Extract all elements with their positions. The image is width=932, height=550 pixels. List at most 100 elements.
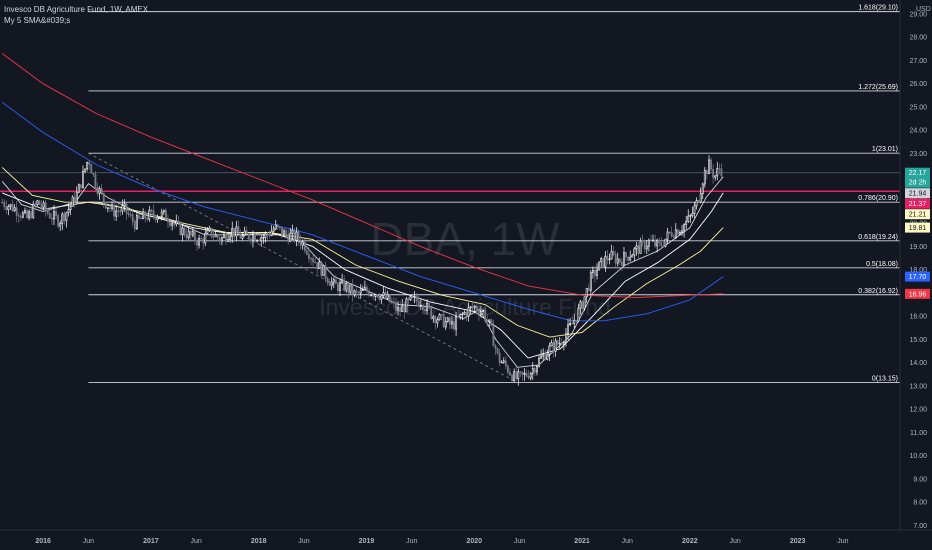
candle-body bbox=[235, 226, 238, 237]
time-axis[interactable]: 2016 Jun 2017 Jun 2018 Jun 2019 Jun 2020 Jun 2021 J… bbox=[35, 538, 848, 545]
candlesticks bbox=[1, 155, 723, 386]
symbol-title[interactable]: Invesco DB Agriculture Fund, 1W, AMEX bbox=[4, 5, 149, 14]
candle-body bbox=[297, 231, 300, 241]
time-tick-label: 2023 bbox=[790, 538, 806, 545]
candle-body bbox=[683, 224, 686, 232]
price-badge-text: 21.94 bbox=[909, 191, 927, 198]
candle-body bbox=[15, 207, 18, 216]
candle-body bbox=[138, 215, 140, 219]
candle-body bbox=[162, 210, 165, 213]
candle-body bbox=[370, 294, 373, 296]
candle-body bbox=[571, 322, 574, 325]
horizontal-lines[interactable] bbox=[0, 172, 900, 193]
candle-body bbox=[556, 340, 559, 345]
candle-body bbox=[525, 372, 528, 377]
candle-body bbox=[710, 159, 712, 170]
candle-body bbox=[645, 245, 648, 250]
time-tick-label: 2017 bbox=[143, 538, 159, 545]
candle-body bbox=[171, 223, 174, 226]
candle-body bbox=[57, 215, 60, 227]
candle-body bbox=[301, 241, 304, 246]
candle-body bbox=[608, 258, 611, 261]
candle-body bbox=[167, 219, 169, 223]
candle-body bbox=[158, 216, 161, 218]
candle-body bbox=[42, 202, 45, 208]
currency-label: USD bbox=[916, 6, 931, 13]
candle-body bbox=[67, 209, 70, 213]
price-badge-text: 22.17 bbox=[909, 170, 927, 177]
candle-body bbox=[347, 282, 350, 293]
candle-body bbox=[328, 282, 331, 286]
candle-body bbox=[98, 188, 101, 194]
candle-body bbox=[625, 252, 627, 258]
candle-body bbox=[75, 192, 78, 204]
candle-body bbox=[278, 226, 281, 229]
candle-body bbox=[175, 220, 178, 225]
candle-body bbox=[223, 234, 225, 239]
candle-body bbox=[359, 289, 362, 294]
candle-body bbox=[127, 213, 130, 215]
candle-body bbox=[69, 206, 72, 210]
candle-body bbox=[121, 205, 124, 212]
candle-body bbox=[266, 233, 269, 235]
candle-body bbox=[643, 240, 646, 250]
candle-body bbox=[531, 368, 534, 374]
candle-body bbox=[637, 245, 640, 254]
time-tick-label: Jun bbox=[514, 538, 525, 545]
candle-body bbox=[693, 205, 696, 214]
candle-body bbox=[50, 217, 53, 220]
candle-body bbox=[718, 168, 721, 170]
candle-body bbox=[515, 371, 518, 380]
candle-body bbox=[152, 210, 155, 216]
candle-body bbox=[3, 202, 6, 207]
price-badge-text: 16.96 bbox=[909, 291, 927, 298]
candle-body bbox=[708, 159, 710, 175]
candle-body bbox=[705, 170, 708, 175]
candle-body bbox=[84, 168, 86, 172]
candle-body bbox=[461, 313, 464, 316]
candle-body bbox=[716, 168, 719, 177]
candle-body bbox=[7, 206, 10, 210]
price-tick-label: 24.00 bbox=[909, 128, 927, 135]
candle-body bbox=[616, 258, 619, 264]
candle-body bbox=[417, 300, 420, 306]
price-tick-label: 27.00 bbox=[909, 58, 927, 65]
candle-body bbox=[378, 296, 381, 300]
candle-body bbox=[191, 231, 194, 236]
candle-body bbox=[372, 294, 375, 297]
candle-body bbox=[633, 248, 636, 256]
candle-body bbox=[475, 305, 478, 312]
candle-body bbox=[160, 211, 163, 218]
candle-body bbox=[676, 229, 679, 235]
fibonacci-retracement[interactable] bbox=[88, 11, 900, 383]
candle-body bbox=[610, 251, 613, 260]
candle-body bbox=[291, 229, 294, 234]
candle-body bbox=[21, 212, 24, 218]
candle-body bbox=[550, 342, 553, 347]
candle-body bbox=[639, 240, 642, 254]
candle-body bbox=[591, 269, 594, 273]
candle-body bbox=[386, 294, 389, 299]
fib-level-label: 0.382(16.92) bbox=[858, 288, 898, 295]
candle-body bbox=[620, 261, 623, 266]
candle-body bbox=[612, 251, 615, 255]
candle-body bbox=[604, 255, 607, 268]
candle-body bbox=[656, 239, 659, 247]
time-tick-label: 2020 bbox=[466, 538, 482, 545]
candle-body bbox=[1, 201, 4, 204]
watermark-ticker: DBA, 1W bbox=[370, 213, 560, 265]
candle-body bbox=[382, 292, 385, 296]
candle-body bbox=[664, 238, 667, 247]
candle-body bbox=[34, 203, 37, 206]
candle-body bbox=[169, 221, 171, 226]
candle-body bbox=[256, 239, 259, 242]
candle-body bbox=[647, 239, 650, 247]
candle-body bbox=[666, 231, 669, 240]
price-badge bbox=[905, 271, 930, 282]
candle-body bbox=[308, 253, 310, 259]
indicator-label[interactable]: My 5 SMA&#039;s bbox=[4, 16, 71, 25]
fib-level-label: 1(23.01) bbox=[872, 146, 898, 153]
candle-body bbox=[444, 321, 447, 328]
candle-body bbox=[187, 230, 190, 239]
